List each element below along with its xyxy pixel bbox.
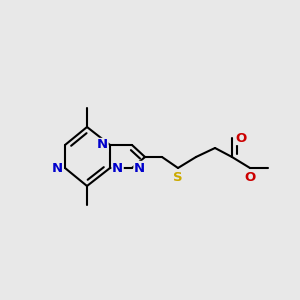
Text: S: S xyxy=(173,171,183,184)
Text: N: N xyxy=(97,139,108,152)
Text: O: O xyxy=(244,171,256,184)
Text: O: O xyxy=(235,131,246,145)
Text: N: N xyxy=(134,161,145,175)
Text: N: N xyxy=(112,161,123,175)
Text: N: N xyxy=(52,161,63,175)
